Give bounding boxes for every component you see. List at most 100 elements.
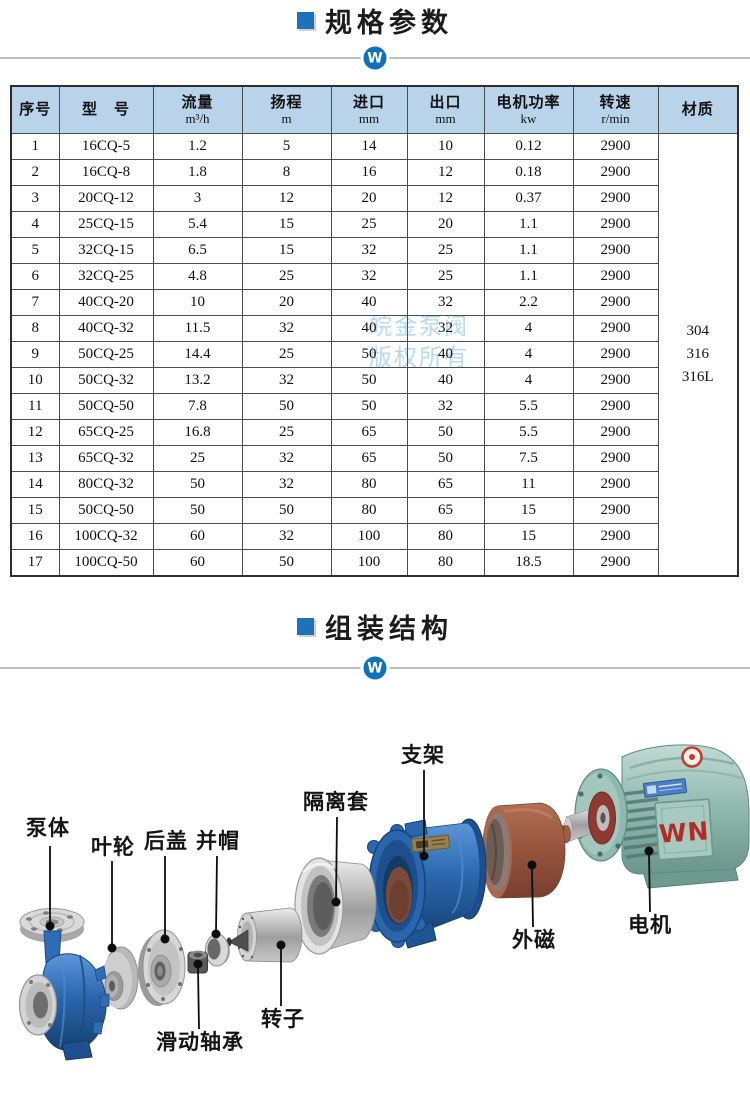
spec-table: 序号 型 号 流量 m³/h 扬程 m 进口 mm 出口 mm 电机功率 kw 转速 r/m… — [10, 85, 739, 577]
cell-power: 1.1 — [483, 237, 574, 264]
cell-speed: 2900 — [572, 237, 659, 264]
table-row: 16 100CQ-32 60 32 100 80 15 2900 — [10, 523, 738, 550]
bracket-part — [362, 818, 487, 949]
cell-outlet: 32 — [406, 393, 485, 420]
section-title-text: 组装结构 — [325, 614, 453, 644]
cell-no: 3 — [10, 185, 60, 212]
cell-outlet: 10 — [406, 133, 485, 160]
label-sliding-bearing: 滑动轴承 — [156, 1031, 244, 1054]
cell-inlet: 50 — [330, 393, 408, 420]
cell-flow: 1.2 — [152, 133, 243, 160]
cell-inlet: 32 — [330, 263, 408, 290]
cell-power: 1.1 — [483, 263, 574, 290]
cell-head: 50 — [241, 549, 332, 577]
isolation-sleeve-part — [294, 857, 377, 955]
table-row: 9 50CQ-25 14.4 25 50 40 4 2900 — [10, 341, 738, 368]
cell-speed: 2900 — [572, 159, 659, 186]
cell-outlet: 50 — [406, 445, 485, 472]
cell-model: 50CQ-50 — [58, 393, 154, 420]
cell-outlet: 80 — [406, 523, 485, 550]
cell-model: 16CQ-8 — [58, 159, 154, 186]
cell-no: 4 — [10, 211, 60, 238]
cell-head: 32 — [241, 523, 332, 550]
cell-speed: 2900 — [572, 549, 659, 577]
label-dots — [45, 846, 654, 969]
label-outer-magnet: 外磁 — [512, 929, 556, 952]
outer-magnet-part — [482, 802, 571, 899]
label-rotor: 转子 — [261, 1008, 305, 1031]
cell-flow: 4.8 — [152, 263, 243, 290]
motor-part: WN — [563, 744, 750, 889]
cell-outlet: 25 — [406, 237, 485, 264]
cell-power: 4 — [483, 341, 574, 368]
cell-model: 32CQ-25 — [58, 263, 154, 290]
cell-speed: 2900 — [572, 393, 659, 420]
cell-outlet: 32 — [406, 315, 485, 342]
cell-inlet: 80 — [330, 471, 408, 498]
table-row: 17 100CQ-50 60 50 100 80 18.5 2900 — [10, 549, 738, 577]
cell-no: 16 — [10, 523, 60, 550]
cell-head: 25 — [241, 341, 332, 368]
cell-outlet: 32 — [406, 289, 485, 316]
table-row: 5 32CQ-15 6.5 15 32 25 1.1 2900 — [10, 237, 738, 264]
col-header-speed: 转速 r/min — [572, 85, 659, 134]
cell-inlet: 50 — [330, 341, 408, 368]
brand-w-logo-icon: W — [360, 653, 390, 683]
table-row: 3 20CQ-12 3 12 20 12 0.37 2900 — [10, 185, 738, 212]
cell-inlet: 20 — [330, 185, 408, 212]
label-motor: 电机 — [628, 914, 672, 937]
table-row: 12 65CQ-25 16.8 25 65 50 5.5 2900 — [10, 419, 738, 446]
pump-body-part — [18, 908, 110, 1061]
cell-inlet: 80 — [330, 497, 408, 524]
cell-flow: 50 — [152, 471, 243, 498]
table-row: 1 16CQ-5 1.2 5 14 10 0.12 2900 304 316 316L — [10, 133, 739, 577]
col-header-material: 材质 — [657, 85, 739, 134]
cell-model: 16CQ-5 — [58, 133, 154, 160]
cell-no: 15 — [10, 497, 60, 524]
spec-table-wrap: 序号 型 号 流量 m³/h 扬程 m 进口 mm 出口 mm 电机功率 kw 转速 r/m… — [10, 85, 739, 577]
cell-flow: 10 — [152, 289, 243, 316]
divider-middle: W — [0, 653, 750, 683]
divider-top: W — [0, 43, 750, 73]
cell-flow: 1.8 — [152, 159, 243, 186]
cell-outlet: 80 — [406, 549, 485, 577]
cell-inlet: 32 — [330, 237, 408, 264]
cell-no: 12 — [10, 419, 60, 446]
cell-inlet: 65 — [330, 419, 408, 446]
col-header-head: 扬程 m — [241, 85, 332, 134]
cell-model: 25CQ-15 — [58, 211, 154, 238]
rotor-part — [226, 907, 303, 963]
impeller-part — [102, 946, 139, 1010]
label-impeller: 叶轮 — [91, 836, 135, 859]
cap-part — [205, 933, 230, 967]
cell-flow: 11.5 — [152, 315, 243, 342]
cell-flow: 16.8 — [152, 419, 243, 446]
cell-head: 50 — [241, 497, 332, 524]
table-row: 6 32CQ-25 4.8 25 32 25 1.1 2900 — [10, 263, 738, 290]
col-header-power: 电机功率 kw — [483, 85, 574, 134]
cell-power: 11 — [483, 471, 574, 498]
cell-power: 0.12 — [483, 133, 574, 160]
cell-no: 7 — [10, 289, 60, 316]
cell-power: 15 — [483, 497, 574, 524]
motor-brand-text: WN — [658, 816, 710, 848]
cell-no: 2 — [10, 159, 60, 186]
label-leader-lines — [49, 770, 651, 1030]
col-header-flow: 流量 m³/h — [152, 85, 243, 134]
cell-head: 32 — [241, 445, 332, 472]
cell-inlet: 100 — [330, 523, 408, 550]
table-row: 4 25CQ-15 5.4 15 25 20 1.1 2900 — [10, 211, 738, 238]
cell-power: 5.5 — [483, 419, 574, 446]
table-row: 8 40CQ-32 11.5 32 40 32 4 2900 — [10, 315, 738, 342]
cell-model: 65CQ-32 — [58, 445, 154, 472]
cell-head: 25 — [241, 419, 332, 446]
cell-power: 0.37 — [483, 185, 574, 212]
cell-flow: 14.4 — [152, 341, 243, 368]
cell-no: 17 — [10, 549, 60, 577]
cell-speed: 2900 — [572, 211, 659, 238]
label-cap: 并帽 — [196, 830, 240, 853]
cell-model: 50CQ-25 — [58, 341, 154, 368]
cell-speed: 2900 — [572, 289, 659, 316]
cell-head: 25 — [241, 263, 332, 290]
cell-head: 8 — [241, 159, 332, 186]
